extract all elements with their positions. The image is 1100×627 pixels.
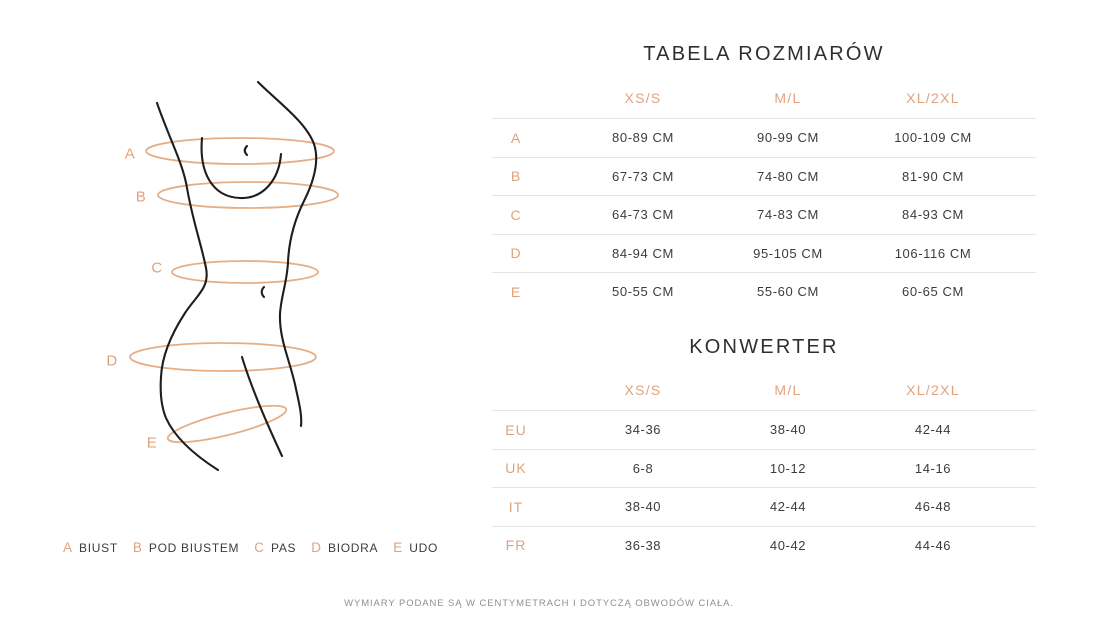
diagram-marker-b: B: [135, 188, 147, 206]
cell-value: 50-55 CM: [612, 284, 674, 300]
cell-value: 40-42: [769, 537, 807, 553]
cell-value: 14-16: [914, 460, 952, 476]
cell-value: 6-8: [632, 460, 654, 476]
cell-value: 42-44: [769, 499, 807, 515]
column-header-xs-s: XS/S: [624, 382, 662, 398]
cell-value: 67-73 CM: [612, 168, 674, 184]
measurement-legend: A BIUST B POD BIUSTEM C PAS D BIODRA E U…: [63, 540, 438, 555]
converter-table-title: KONWERTER: [689, 336, 839, 358]
column-header-m-l: M/L: [774, 382, 802, 398]
legend-item-biust: A BIUST: [63, 540, 118, 555]
legend-letter: D: [311, 540, 321, 555]
diagram-marker-e: E: [146, 434, 158, 452]
table-row: FR 36-38 40-42 44-46: [492, 525, 1036, 565]
cell-value: 42-44: [914, 422, 952, 438]
cell-value: 38-40: [769, 422, 807, 438]
size-table-header: XS/S M/L XL/2XL: [492, 87, 1036, 109]
table-row: UK 6-8 10-12 14-16: [492, 448, 1036, 488]
cell-value: 46-48: [914, 499, 952, 515]
column-header-xs-s: XS/S: [624, 90, 662, 106]
cell-value: 100-109 CM: [894, 130, 972, 146]
table-row: EU 34-36 38-40 42-44: [492, 410, 1036, 449]
legend-label: BIODRA: [328, 540, 379, 555]
legend-item-biodra: D BIODRA: [311, 540, 378, 555]
body-silhouette-illustration: [129, 80, 339, 472]
diagram-marker-c: C: [151, 259, 163, 277]
legend-letter: A: [63, 540, 73, 555]
cell-value: 10-12: [769, 460, 807, 476]
converter-table-header: XS/S M/L XL/2XL: [492, 379, 1036, 401]
cell-value: 60-65 CM: [902, 284, 964, 300]
legend-letter: B: [132, 540, 142, 555]
column-header-m-l: M/L: [774, 90, 802, 106]
cell-value: 81-90 CM: [902, 168, 964, 184]
size-table-title: TABELA ROZMIARÓW: [643, 43, 885, 65]
legend-label: BIUST: [79, 540, 118, 555]
size-table-body: A 80-89 CM 90-99 CM 100-109 CM B 67-73 C…: [492, 118, 1036, 311]
cell-value: 80-89 CM: [612, 130, 674, 146]
row-label-uk: UK: [505, 460, 527, 477]
diagram-marker-d: D: [106, 352, 118, 370]
table-row: E 50-55 CM 55-60 CM 60-65 CM: [492, 272, 1036, 311]
legend-item-udo: E UDO: [393, 540, 438, 555]
cell-value: 74-80 CM: [757, 168, 819, 184]
footer-note: WYMIARY PODANE SĄ W CENTYMETRACH I DOTYC…: [344, 598, 734, 609]
column-header-xl-2xl: XL/2XL: [906, 382, 960, 398]
row-label-eu: EU: [505, 421, 527, 438]
cell-value: 44-46: [914, 537, 952, 553]
cell-value: 36-38: [624, 537, 662, 553]
table-row: C 64-73 CM 74-83 CM 84-93 CM: [492, 195, 1036, 234]
cell-value: 74-83 CM: [757, 207, 819, 223]
cell-value: 90-99 CM: [757, 130, 819, 146]
cell-value: 38-40: [624, 499, 662, 515]
cell-value: 55-60 CM: [757, 284, 819, 300]
cell-value: 95-105 CM: [753, 245, 823, 261]
table-row: D 84-94 CM 95-105 CM 106-116 CM: [492, 233, 1036, 273]
row-label-it: IT: [508, 498, 524, 515]
legend-label: POD BIUSTEM: [148, 540, 240, 555]
cell-value: 64-73 CM: [612, 207, 674, 223]
legend-label: PAS: [271, 540, 297, 555]
row-label: C: [510, 206, 522, 223]
row-label-fr: FR: [505, 537, 527, 554]
cell-value: 84-93 CM: [902, 207, 964, 223]
measurement-tape-ellipses: [129, 137, 339, 444]
column-header-xl-2xl: XL/2XL: [906, 90, 960, 106]
body-outline: [155, 80, 318, 472]
converter-table-body: EU 34-36 38-40 42-44 UK 6-8 10-12 14-16 …: [492, 410, 1036, 564]
diagram-marker-a: A: [124, 145, 136, 163]
size-tables-panel: TABELA ROZMIARÓW XS/S M/L XL/2XL A 80-89…: [492, 0, 1036, 580]
row-label: D: [510, 245, 522, 262]
legend-item-pas: C PAS: [254, 540, 296, 555]
table-row: A 80-89 CM 90-99 CM 100-109 CM: [492, 118, 1036, 157]
cell-value: 106-116 CM: [894, 245, 972, 261]
legend-item-pod-biustem: B POD BIUSTEM: [133, 540, 239, 555]
cell-value: 84-94 CM: [612, 245, 674, 261]
legend-letter: E: [393, 540, 403, 555]
cell-value: 34-36: [624, 422, 662, 438]
row-label: A: [510, 129, 522, 146]
row-label: E: [510, 283, 522, 300]
table-row: B 67-73 CM 74-80 CM 81-90 CM: [492, 156, 1036, 196]
legend-label: UDO: [409, 540, 439, 555]
table-row: IT 38-40 42-44 46-48: [492, 487, 1036, 526]
legend-letter: C: [254, 540, 265, 555]
row-label: B: [510, 168, 522, 185]
